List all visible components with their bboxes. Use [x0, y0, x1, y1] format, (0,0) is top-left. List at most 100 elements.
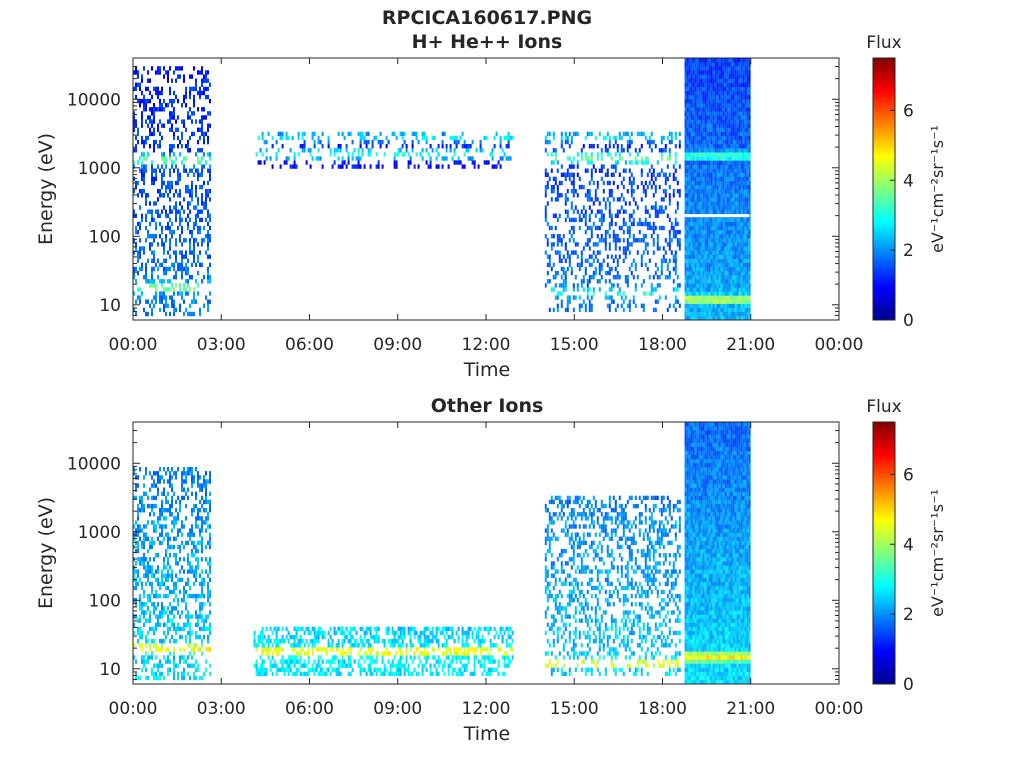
heatmap-cell [600, 221, 603, 227]
heatmap-cell [293, 156, 296, 161]
heatmap-cell [483, 160, 486, 165]
heatmap-cell [734, 172, 737, 177]
heatmap-cell [169, 667, 171, 672]
heatmap-cell [145, 581, 147, 587]
colorbar-tick-label: 6 [903, 101, 914, 121]
heatmap-cell [189, 569, 191, 574]
heatmap-cell [666, 156, 669, 161]
heatmap-cell [732, 225, 735, 231]
heatmap-cell [700, 307, 703, 313]
heatmap-cell [660, 209, 663, 214]
heatmap-cell [738, 144, 741, 149]
heatmap-cell [694, 193, 697, 198]
heatmap-cell [163, 98, 165, 104]
heatmap-cell [746, 58, 749, 63]
heatmap-cell [728, 127, 731, 132]
heatmap-cell [191, 614, 193, 619]
heatmap-cell [187, 557, 189, 562]
heatmap-cell [375, 152, 378, 157]
heatmap-cell [744, 238, 747, 243]
heatmap-cell [173, 671, 175, 677]
heatmap-cell [339, 164, 342, 169]
heatmap-cell [560, 135, 563, 141]
heatmap-cell [622, 258, 625, 263]
heatmap-cell [191, 553, 193, 558]
heatmap-cell [177, 671, 179, 677]
heatmap-cell [706, 119, 709, 124]
heatmap-cell [724, 242, 727, 247]
heatmap-cell [716, 160, 719, 165]
heatmap-cell [740, 254, 743, 259]
heatmap-cell [195, 279, 197, 284]
heatmap-cell [564, 193, 567, 198]
heatmap-cell [189, 643, 191, 648]
heatmap-cell [708, 295, 711, 300]
heatmap-cell [626, 148, 629, 153]
heatmap-cell [544, 205, 547, 210]
heatmap-cell [650, 287, 653, 292]
heatmap-cell [698, 246, 701, 251]
heatmap-cell [734, 209, 737, 214]
heatmap-cell [209, 152, 211, 157]
heatmap-cell [708, 242, 711, 247]
heatmap-cell [700, 70, 703, 75]
heatmap-cell [207, 238, 209, 243]
heatmap-cell [610, 213, 613, 218]
heatmap-cell [708, 176, 711, 182]
heatmap-cell [361, 148, 364, 153]
heatmap-cell [576, 131, 579, 137]
heatmap-cell [632, 221, 635, 227]
heatmap-cell [157, 86, 159, 92]
heatmap-cell [692, 148, 695, 153]
heatmap-cell [684, 262, 687, 268]
heatmap-cell [700, 193, 703, 198]
heatmap-cell [702, 315, 705, 321]
heatmap-cell [566, 303, 569, 308]
heatmap-cell [704, 103, 707, 108]
heatmap-cell [177, 168, 179, 173]
heatmap-cell [620, 156, 623, 161]
heatmap-cell [690, 164, 693, 169]
x-tick-label: 15:00 [550, 335, 599, 355]
heatmap-cell [163, 655, 165, 660]
heatmap-cell [137, 221, 139, 227]
heatmap-cell [674, 221, 677, 227]
heatmap-cell [177, 127, 179, 132]
heatmap-cell [650, 148, 653, 153]
heatmap-cell [686, 209, 689, 214]
heatmap-cell [197, 614, 199, 619]
heatmap-cell [720, 217, 723, 223]
heatmap-cell [668, 270, 671, 276]
heatmap-cell [726, 246, 729, 251]
heatmap-cell [734, 156, 737, 161]
heatmap-cell [167, 540, 169, 546]
heatmap-cell [137, 70, 139, 75]
heatmap-cell [740, 94, 743, 100]
heatmap-cell [706, 246, 709, 251]
heatmap-cell [702, 94, 705, 100]
heatmap-cell [722, 299, 725, 304]
heatmap-cell [133, 622, 135, 627]
heatmap-cell [171, 299, 173, 304]
heatmap-cell [744, 209, 747, 214]
heatmap-cell [185, 602, 187, 607]
heatmap-cell [161, 532, 163, 537]
heatmap-cell [744, 266, 747, 272]
heatmap-cell [147, 520, 149, 525]
heatmap-cell [151, 168, 153, 173]
heatmap-cell [730, 209, 733, 214]
heatmap-cell [578, 176, 581, 182]
heatmap-cell [147, 630, 149, 636]
heatmap-cell [161, 602, 163, 607]
heatmap-cell [726, 58, 729, 63]
heatmap-cell [696, 193, 699, 198]
heatmap-cell [692, 78, 695, 83]
heatmap-cell [646, 225, 649, 231]
heatmap-cell [580, 184, 583, 190]
heatmap-cell [642, 279, 645, 284]
heatmap-cell [183, 209, 185, 214]
heatmap-cell [696, 303, 699, 308]
heatmap-cell [702, 184, 705, 190]
heatmap-cell [141, 115, 143, 120]
heatmap-cell [301, 148, 304, 153]
